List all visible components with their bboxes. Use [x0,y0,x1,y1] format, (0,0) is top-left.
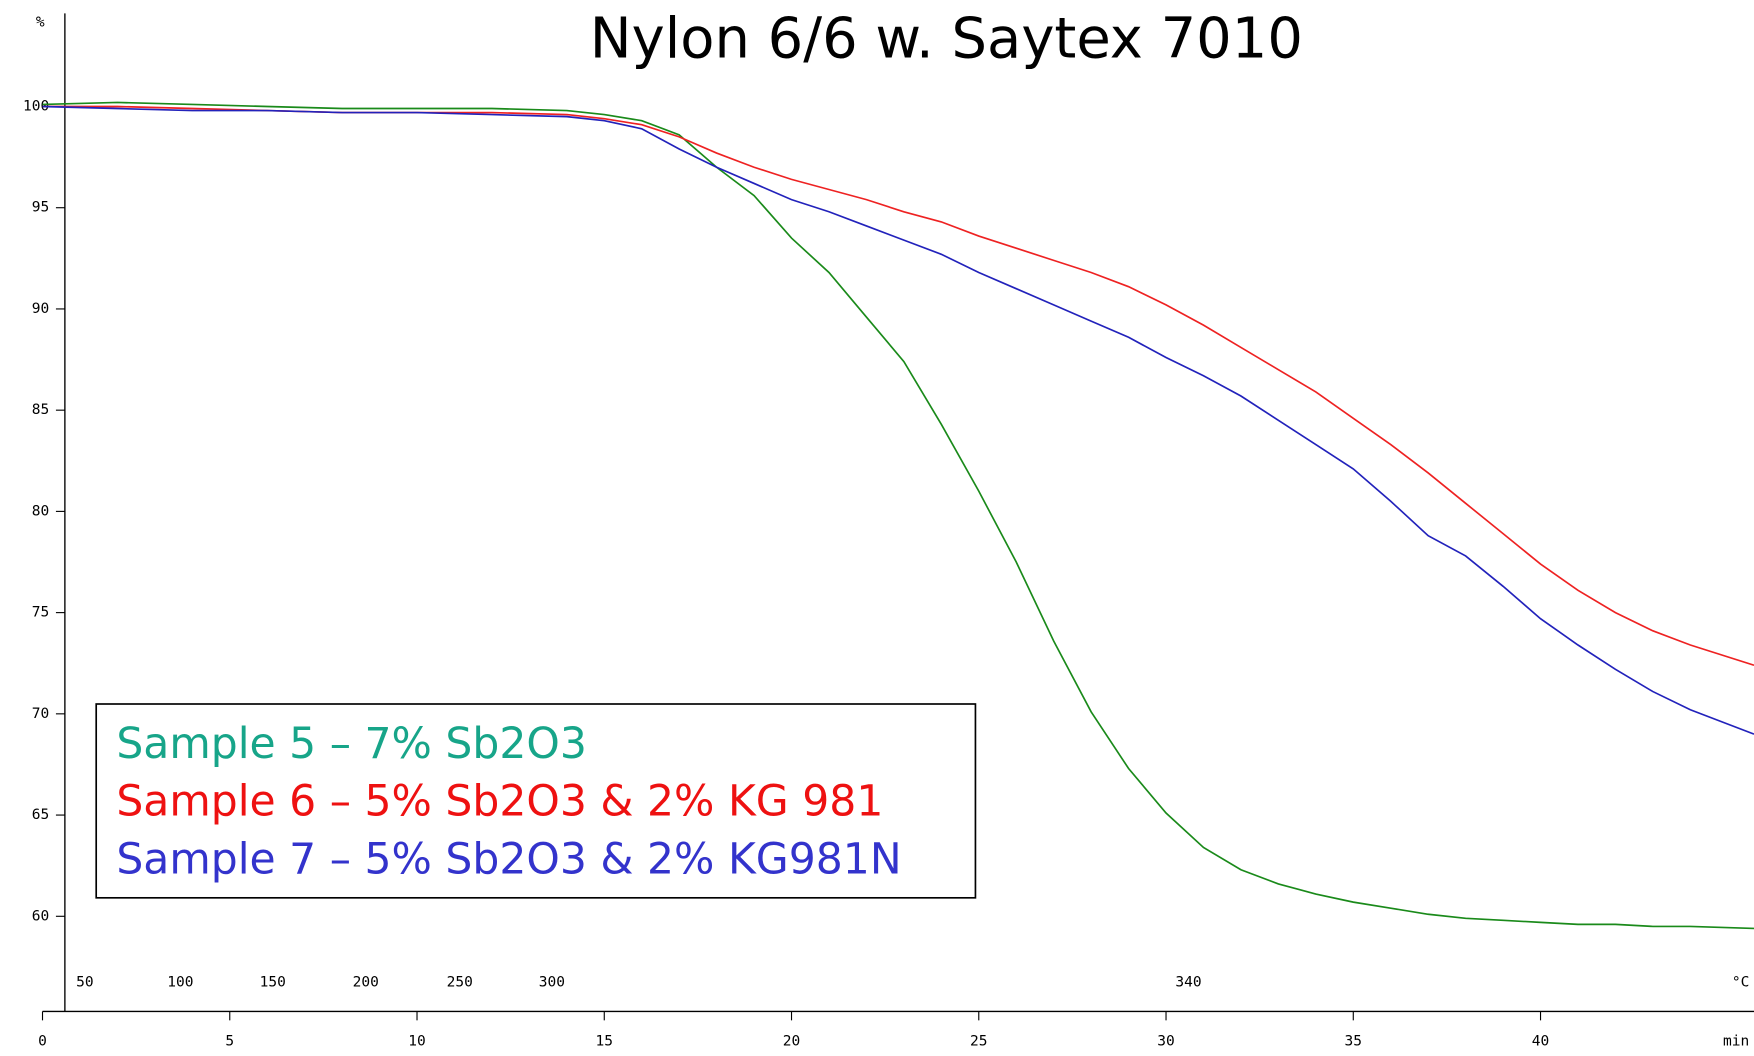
x-tick-label: 10 [408,1034,426,1050]
data-line [42,105,1754,735]
x-tick-label: 0 [38,1034,47,1050]
x-tick-label: 35 [1345,1034,1363,1050]
x-tick-label: 20 [783,1034,801,1050]
legend-box [95,703,977,899]
temperature-tick-label: 250 [447,974,473,990]
temperature-tick-label: 340 [1175,974,1201,990]
y-tick-label: 70 [32,706,50,722]
chart-title: Nylon 6/6 w. Saytex 7010 [590,7,1303,72]
y-tick-label: 75 [32,605,50,621]
legend-entry: Sample 6 – 5% Sb2O3 & 2% KG 981 [116,778,883,827]
temperature-tick-label: 150 [260,974,286,990]
x-tick-label: 5 [225,1034,234,1050]
x-tick-label: 15 [596,1034,614,1050]
x-tick-label: 30 [1157,1034,1175,1050]
x-tick-label: 25 [970,1034,988,1050]
legend-entry: Sample 7 – 5% Sb2O3 & 2% KG981N [116,836,901,885]
temperature-tick-label: 200 [353,974,379,990]
temperature-axis-label: °C [1732,974,1750,990]
temperature-tick-label: 300 [539,974,565,990]
y-tick-label: 60 [32,908,50,924]
y-tick-label: 65 [32,807,50,823]
y-tick-label: 100 [23,99,49,115]
y-tick-label: 95 [32,200,50,216]
y-tick-label: 85 [32,402,50,418]
legend-entry: Sample 5 – 7% Sb2O3 [116,720,587,769]
y-tick-label: 90 [32,301,50,317]
x-axis-label: min [1723,1034,1749,1050]
temperature-tick-label: 100 [167,974,193,990]
y-axis-label: % [36,14,45,30]
y-tick-label: 80 [32,503,50,519]
data-line [42,105,1754,667]
x-tick-label: 40 [1532,1034,1550,1050]
temperature-tick-label: 50 [76,974,94,990]
data-line [42,101,1754,930]
